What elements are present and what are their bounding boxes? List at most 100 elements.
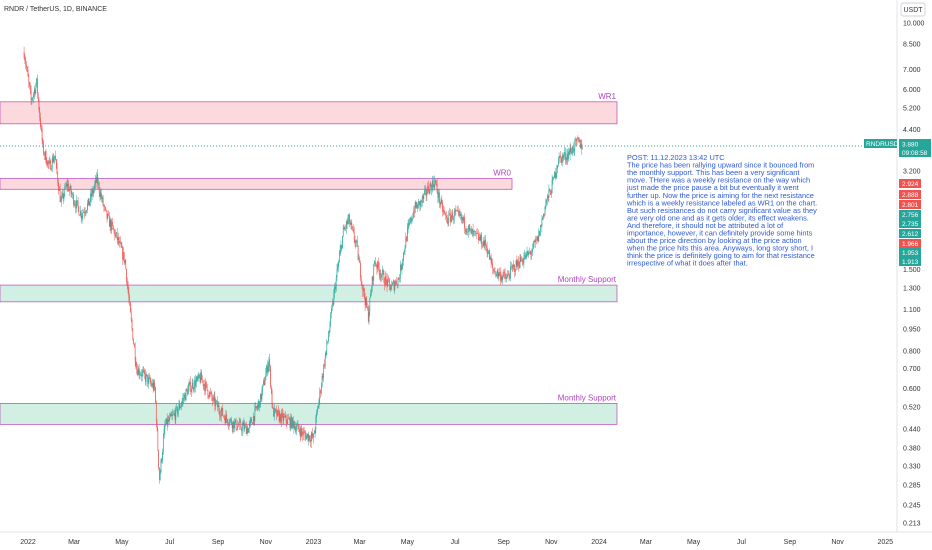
candle-body [58,188,60,191]
candle-body [208,396,210,398]
candle-body [456,210,457,211]
candle-body [436,183,438,192]
price-tick: 1.300 [903,286,921,293]
candle-body [551,180,553,194]
candle-body [504,272,505,274]
price-tick: 0.520 [903,405,921,412]
candle-body [157,429,159,451]
candle-body [349,214,350,224]
candle-body [341,245,343,249]
candle-body [213,396,215,398]
candle-body [289,418,291,428]
candle-body [250,419,252,421]
candle-body [64,186,66,195]
candle-body [410,217,412,222]
candle-body [296,425,298,429]
candle-body [301,428,303,432]
candle-body [304,432,306,435]
candle-body [60,200,62,202]
candle-body [40,117,41,128]
candle-body [524,254,526,258]
candle-body [191,388,192,392]
candle-body [406,237,407,241]
candle-body [149,377,151,382]
candle-body [188,384,190,387]
candle-body [521,259,522,262]
candle-body [173,413,174,415]
price-tick: 10.000 [903,21,925,28]
candle-body [547,195,549,198]
zone-box [0,101,618,125]
candle-body [166,418,168,426]
candle-body [229,420,231,424]
candle-body [129,298,131,303]
candle-body [118,237,120,244]
candle-body [357,245,359,260]
candle-body [552,177,554,181]
currency-button[interactable] [900,2,926,17]
candle-body [69,189,70,192]
candle-body [147,375,149,384]
candle-body [573,150,575,152]
candle-body [365,298,367,306]
candle-body [113,229,115,231]
candle-body [43,143,44,154]
candle-body [363,288,365,298]
candle-body [124,260,126,263]
candle-body [315,417,317,431]
candle-body [486,247,488,254]
candle-body [299,431,301,437]
candle-body [267,366,269,373]
indicator-badge-text: 2.924 [902,181,919,188]
candle-body [232,421,234,429]
time-tick: Mar [354,539,367,546]
candle-body [500,276,502,281]
candle-body [36,78,37,86]
candle-body [346,221,347,229]
candle-body [134,343,135,347]
candle-body [303,431,305,433]
candle-body [330,313,332,326]
candle-body [344,227,346,230]
candle-body [572,146,574,152]
post-line: just made the price pause a bit but even… [626,183,799,192]
candle-body [288,418,290,420]
candle-body [328,331,330,337]
candle-body [156,423,158,430]
candle-body [342,227,344,237]
candle-body [185,389,187,401]
candle-body [267,365,268,373]
candle-body [169,416,170,421]
candle-body [489,250,490,260]
candle-body [256,406,257,409]
candle-body [174,413,176,420]
candle-body [125,260,127,270]
candle-body [46,162,48,166]
candle-body [371,290,372,294]
indicator-badge-text: 2.756 [902,212,919,219]
indicator-badge [899,239,921,248]
candle-body [35,85,37,94]
price-tick: 0.440 [903,426,921,433]
candle-body [219,411,220,416]
candle-body [454,210,456,212]
candle-body [94,179,96,185]
candle-body [88,198,90,206]
candle-body [488,250,490,254]
candle-body [234,419,236,423]
zone-label: Monthly Support [558,275,617,284]
candle-body [86,210,88,212]
candle-body [379,273,381,275]
candle-body [233,421,235,429]
post-line: irrespective of what it does after that. [627,259,748,268]
candle-body [44,153,45,156]
candle-body [76,200,77,209]
candle-body [203,384,205,386]
candle-body [241,425,243,432]
candle-body [544,207,546,215]
candle-body [158,450,159,468]
candle-body [292,417,294,423]
candle-body [312,433,314,438]
candle-body [455,210,457,212]
